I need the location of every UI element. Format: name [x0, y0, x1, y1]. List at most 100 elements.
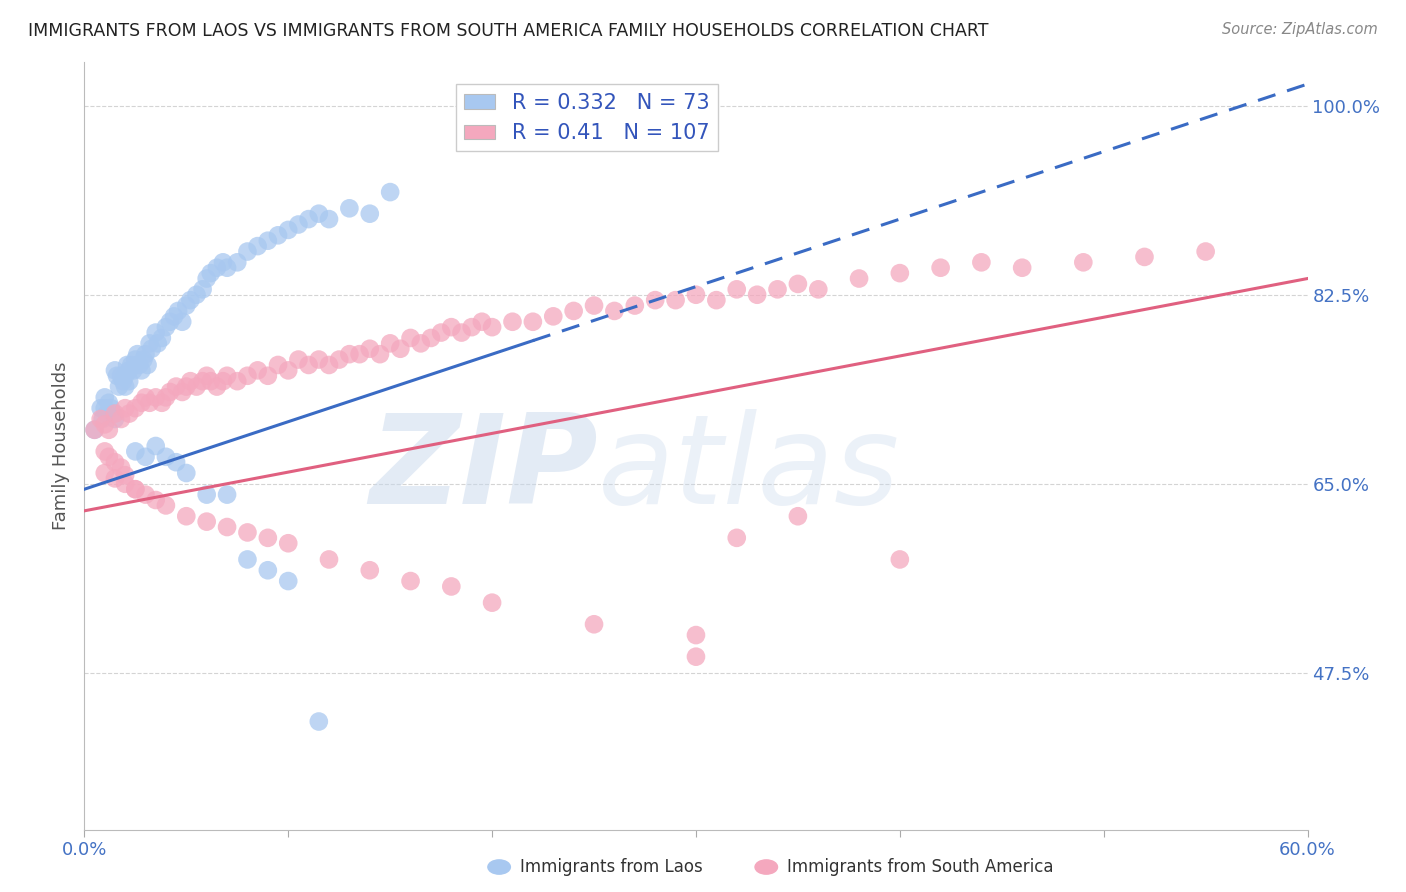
- Point: [246, 363, 269, 377]
- Point: [318, 358, 340, 372]
- Point: [257, 368, 280, 383]
- Point: [787, 277, 810, 291]
- Point: [97, 423, 120, 437]
- Point: [562, 304, 585, 318]
- Point: [409, 336, 432, 351]
- Point: [267, 358, 290, 372]
- Point: [226, 255, 249, 269]
- Point: [298, 358, 321, 372]
- Point: [174, 299, 197, 313]
- Text: Immigrants from South America: Immigrants from South America: [787, 858, 1054, 876]
- Point: [685, 649, 707, 664]
- Point: [114, 379, 136, 393]
- Point: [644, 293, 666, 307]
- Point: [685, 287, 707, 301]
- Point: [124, 401, 146, 416]
- Point: [929, 260, 952, 275]
- Point: [217, 488, 239, 502]
- Point: [471, 315, 494, 329]
- Point: [93, 390, 115, 404]
- Point: [141, 342, 163, 356]
- Point: [179, 293, 201, 307]
- Point: [308, 714, 330, 729]
- Text: IMMIGRANTS FROM LAOS VS IMMIGRANTS FROM SOUTH AMERICA FAMILY HOUSEHOLDS CORRELAT: IMMIGRANTS FROM LAOS VS IMMIGRANTS FROM …: [28, 22, 988, 40]
- Point: [167, 304, 190, 318]
- Text: atlas: atlas: [598, 409, 900, 530]
- Point: [124, 444, 146, 458]
- Point: [145, 439, 167, 453]
- Point: [440, 320, 463, 334]
- Point: [124, 352, 146, 367]
- Point: [124, 482, 146, 496]
- Point: [159, 384, 181, 399]
- Point: [155, 499, 177, 513]
- Point: [1195, 244, 1218, 259]
- Point: [118, 407, 141, 421]
- Point: [889, 266, 911, 280]
- Point: [131, 396, 153, 410]
- Point: [502, 315, 524, 329]
- Point: [112, 374, 135, 388]
- Point: [603, 304, 626, 318]
- Point: [165, 455, 187, 469]
- Point: [848, 271, 870, 285]
- Point: [114, 368, 136, 383]
- Point: [100, 401, 122, 416]
- Point: [725, 282, 748, 296]
- Point: [359, 563, 381, 577]
- Point: [766, 282, 789, 296]
- Point: [706, 293, 728, 307]
- Point: [368, 347, 391, 361]
- Point: [135, 488, 157, 502]
- Point: [93, 401, 115, 416]
- Point: [583, 617, 606, 632]
- Point: [200, 374, 222, 388]
- Point: [277, 574, 299, 588]
- Point: [146, 336, 169, 351]
- Point: [83, 423, 105, 437]
- Point: [91, 412, 114, 426]
- Point: [461, 320, 484, 334]
- Point: [155, 390, 177, 404]
- Point: [685, 628, 707, 642]
- Point: [195, 271, 218, 285]
- Point: [174, 466, 197, 480]
- Point: [132, 352, 155, 367]
- Point: [104, 471, 127, 485]
- Point: [359, 342, 381, 356]
- Point: [440, 579, 463, 593]
- Point: [83, 423, 105, 437]
- Point: [165, 379, 187, 393]
- Point: [118, 374, 141, 388]
- Point: [359, 207, 381, 221]
- Point: [257, 234, 280, 248]
- Point: [318, 212, 340, 227]
- Point: [104, 363, 127, 377]
- Point: [226, 374, 249, 388]
- Point: [195, 515, 218, 529]
- Point: [389, 342, 412, 356]
- Point: [807, 282, 830, 296]
- Point: [267, 228, 290, 243]
- Point: [277, 223, 299, 237]
- Point: [186, 287, 208, 301]
- Point: [97, 396, 120, 410]
- Point: [287, 352, 309, 367]
- Point: [96, 407, 118, 421]
- Point: [145, 390, 167, 404]
- Point: [420, 331, 443, 345]
- Point: [399, 574, 422, 588]
- Point: [328, 352, 350, 367]
- Point: [135, 390, 157, 404]
- Point: [135, 450, 157, 464]
- Point: [110, 368, 132, 383]
- Point: [200, 266, 222, 280]
- Legend: R = 0.332   N = 73, R = 0.41   N = 107: R = 0.332 N = 73, R = 0.41 N = 107: [456, 85, 718, 152]
- Point: [212, 374, 235, 388]
- Point: [339, 347, 361, 361]
- Point: [172, 315, 194, 329]
- Point: [298, 212, 321, 227]
- Point: [131, 363, 153, 377]
- Point: [191, 282, 214, 296]
- Point: [114, 476, 136, 491]
